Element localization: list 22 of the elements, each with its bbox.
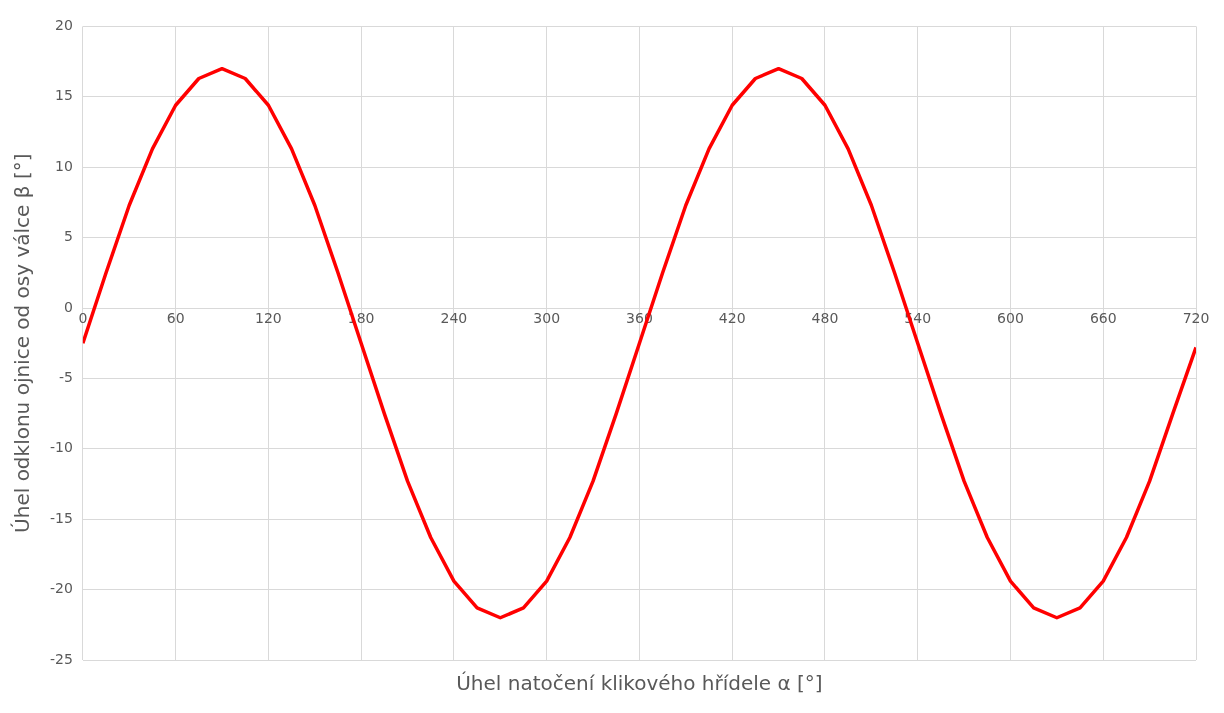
x-tick-label: 60 bbox=[166, 310, 185, 327]
y-axis-title: Úhel odklonu ojnice od osy válce β [°] bbox=[10, 153, 35, 533]
y-tick-label: 5 bbox=[63, 228, 73, 245]
x-tick-label: 660 bbox=[1089, 310, 1117, 327]
y-tick-label: 15 bbox=[55, 87, 73, 104]
x-tick-label: 300 bbox=[533, 310, 561, 327]
y-tick-label: 0 bbox=[63, 298, 73, 315]
y-tick-label: -15 bbox=[49, 509, 73, 526]
y-tick-label: 10 bbox=[55, 157, 73, 174]
x-axis-title: Úhel natočení klikového hřídele α [°] bbox=[456, 671, 823, 696]
y-tick-label: -25 bbox=[49, 650, 73, 667]
y-tick-label: -10 bbox=[49, 439, 73, 456]
y-tick-label: -5 bbox=[58, 369, 73, 386]
y-tick-label: 20 bbox=[55, 17, 73, 34]
x-tick-label: 720 bbox=[1182, 310, 1210, 327]
x-tick-label: 120 bbox=[255, 310, 282, 327]
x-tick-label: 600 bbox=[997, 310, 1024, 327]
x-tick-label: 240 bbox=[440, 310, 468, 327]
y-tick-label: -20 bbox=[49, 580, 73, 597]
x-tick-label: 480 bbox=[811, 310, 839, 327]
x-tick-label: 420 bbox=[718, 310, 746, 327]
x-tick-label: 0 bbox=[78, 310, 88, 327]
